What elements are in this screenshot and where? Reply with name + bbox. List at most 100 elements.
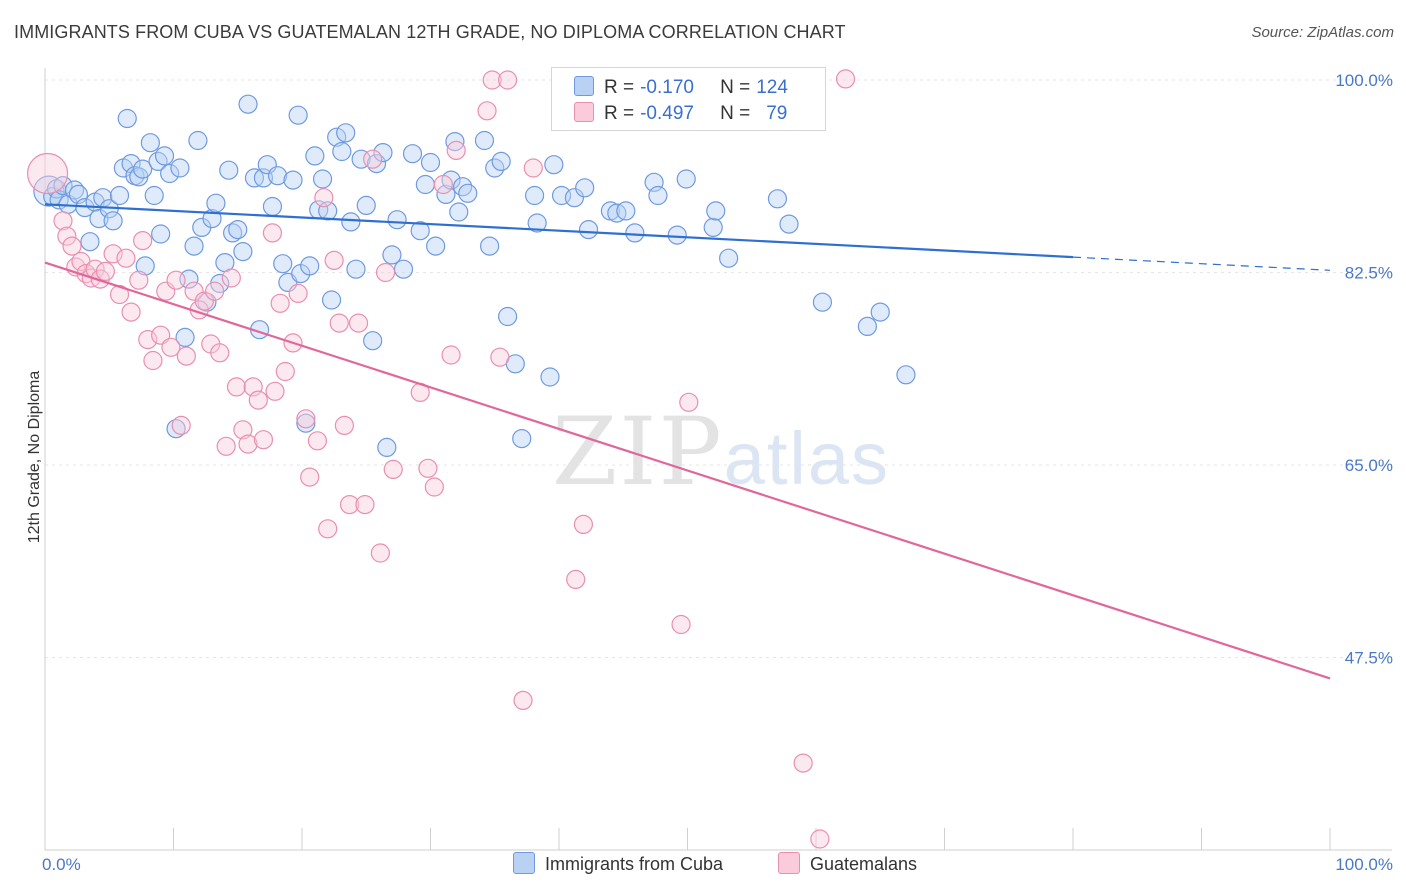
guatemalans-point — [210, 343, 230, 363]
guatemalans-point — [835, 69, 856, 89]
cuba-point — [426, 236, 446, 256]
legend-r-label: R = — [604, 77, 635, 98]
guatemalans-point — [205, 281, 225, 301]
cuba-point — [332, 141, 352, 162]
cuba-point — [154, 146, 175, 166]
cuba-point — [300, 256, 320, 276]
legend-n-label: N = — [720, 77, 751, 98]
legend-swatch-cuba — [574, 76, 594, 96]
bottom-legend-cuba: Immigrants from Cuba — [513, 852, 723, 875]
guatemalans-point — [262, 223, 283, 243]
cuba-point — [393, 259, 414, 279]
cuba-point — [544, 155, 564, 175]
legend-row-cuba: R = -0.170 N = 124 — [574, 76, 788, 100]
guatemalans-point — [441, 345, 461, 365]
guatemalans-point — [116, 248, 136, 268]
cuba-point — [420, 152, 441, 173]
guatemalans-point — [265, 381, 285, 401]
cuba-point — [184, 236, 204, 256]
guatemalans-point — [216, 436, 236, 456]
trend-lines — [44, 203, 1331, 680]
cuba-point — [273, 254, 293, 274]
cuba-point — [356, 195, 376, 215]
cuba-point — [491, 151, 511, 171]
cuba-point — [449, 202, 469, 222]
guatemalans-point — [275, 361, 295, 382]
cuba-point — [373, 143, 393, 163]
cuba-point — [527, 213, 547, 233]
guatemalans-point — [194, 291, 214, 311]
watermark-atlas: atlas — [723, 417, 891, 500]
x-tick-label: 100.0% — [1335, 855, 1393, 874]
cuba-point — [288, 105, 308, 125]
guatemalans-point — [226, 377, 247, 397]
guatemalans-point — [446, 140, 466, 160]
guatemalans-point — [109, 284, 130, 305]
cuba-point — [363, 331, 383, 351]
cuba-point — [140, 133, 160, 153]
guatemalans-point — [482, 70, 502, 90]
guatemalans-point — [355, 495, 375, 515]
cuba-point — [896, 365, 916, 385]
grid — [45, 79, 1392, 658]
guatemalans-point — [161, 337, 181, 357]
guatemalans-point — [671, 614, 691, 635]
cuba-point — [616, 201, 636, 221]
legend-n-value: 124 — [756, 77, 788, 98]
axes — [44, 68, 1392, 851]
cuba-point — [135, 256, 155, 276]
cuba-point — [387, 210, 407, 230]
cuba-point — [719, 248, 739, 268]
cuba-point — [327, 127, 347, 147]
legend-row-guatemalans: R = -0.497 N = 79 — [574, 102, 787, 126]
series-guatemalans-points — [26, 69, 856, 849]
bottom-legend-label-cuba: Immigrants from Cuba — [545, 854, 724, 874]
y-tick-label: 65.0% — [1345, 456, 1393, 475]
guatemalans-point — [363, 149, 383, 169]
guatemalans-point — [418, 458, 438, 478]
legend-r-value: -0.170 — [640, 77, 694, 98]
cuba-point — [238, 94, 258, 114]
tick-labels: 100.0% 82.5% 65.0% 47.5% 0.0% 100.0% — [42, 71, 1393, 874]
cuba-trend-extension — [1072, 256, 1331, 271]
chart-source: Source: ZipAtlas.com — [1251, 24, 1394, 41]
guatemalans-point — [103, 244, 123, 264]
cuba-point — [341, 212, 361, 232]
guatemalans-point — [324, 250, 344, 270]
x-tick-label: 0.0% — [42, 855, 81, 874]
guatemalans-point — [339, 495, 360, 515]
cuba-point — [512, 429, 532, 449]
cuba-point — [305, 146, 325, 166]
cuba-point — [415, 174, 435, 195]
bottom-legend-label-guatemalans: Guatemalans — [810, 854, 918, 874]
cuba-point — [767, 189, 788, 209]
guatemalans-point — [53, 211, 73, 231]
cuba-point — [336, 123, 356, 143]
guatemalans-point — [307, 431, 328, 451]
watermark-zip: ZIP — [552, 398, 724, 507]
cuba-point — [89, 209, 109, 229]
cuba-point — [233, 242, 253, 262]
guatemalans-point — [424, 477, 444, 497]
guatemalans-point — [477, 101, 497, 121]
cuba-point — [474, 130, 495, 151]
cuba-point — [262, 196, 283, 217]
cuba-point — [103, 211, 123, 231]
cuba-point — [160, 163, 180, 184]
guatemalans-point — [270, 293, 290, 313]
cuba-point — [351, 149, 371, 169]
cuba-point — [346, 259, 366, 279]
legend-r-value: -0.497 — [640, 103, 694, 124]
cuba-point — [117, 108, 137, 129]
guatemalans-point — [26, 152, 69, 195]
cuba-point — [667, 225, 687, 245]
legend-swatch-guatemalans — [574, 102, 594, 122]
guatemalans-point — [121, 302, 141, 322]
guatemalans-point — [679, 392, 699, 412]
guatemalans-point — [810, 829, 830, 849]
y-axis-label: 12th Grade, No Diploma — [26, 371, 43, 544]
cuba-point — [857, 316, 878, 336]
cuba-point — [410, 221, 430, 241]
guatemalans-point — [253, 430, 274, 450]
guatemalans-point — [318, 519, 338, 539]
